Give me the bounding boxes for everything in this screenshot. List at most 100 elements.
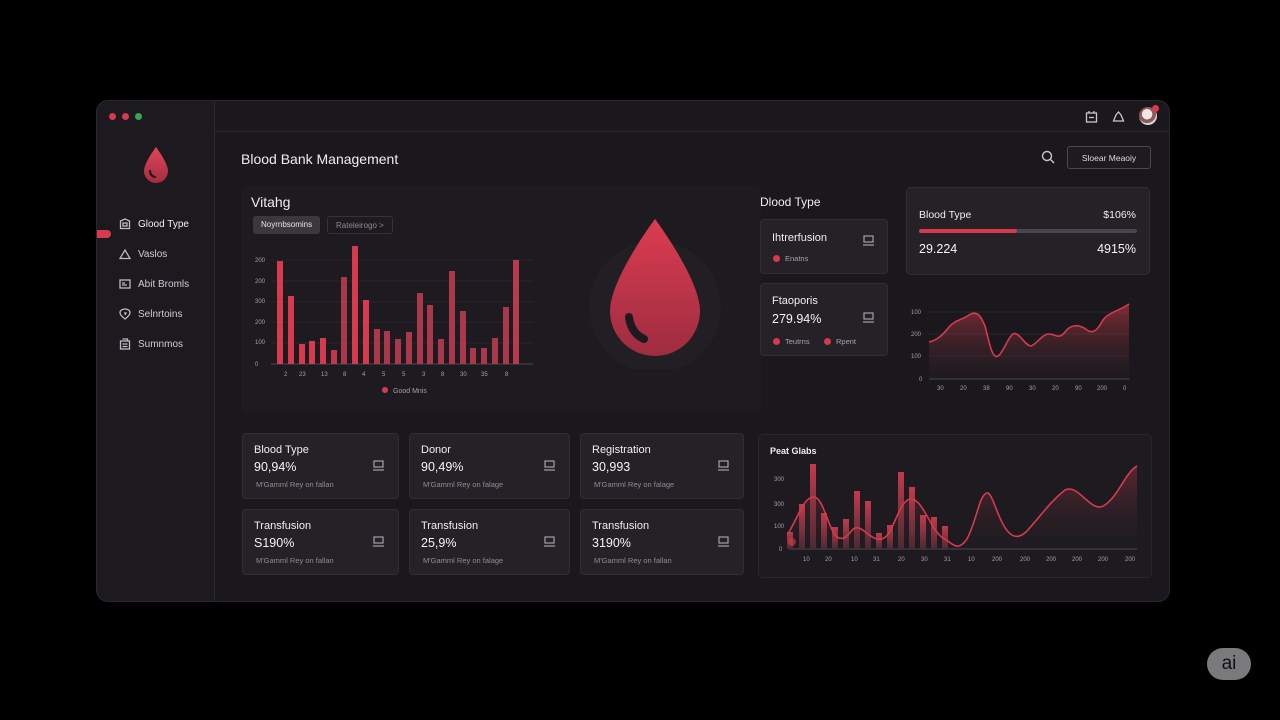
card-title: Transfusion [254, 520, 312, 532]
device-icon [373, 536, 384, 547]
card-subtitle: M'Gamml Rey on falage [423, 480, 504, 489]
svg-text:8: 8 [505, 372, 509, 378]
card-legend: Rpent [824, 337, 856, 346]
svg-text:100: 100 [774, 524, 785, 530]
svg-text:5: 5 [382, 372, 386, 378]
chart-legend-label: Good Mnis [393, 388, 427, 395]
svg-text:200: 200 [1020, 557, 1031, 563]
sidebar-item-sumnmos[interactable]: Sumnmos [97, 329, 215, 359]
card-value: 90,94% [254, 460, 297, 474]
svg-text:8: 8 [441, 372, 445, 378]
svg-text:13: 13 [321, 372, 328, 378]
clipboard-icon [119, 338, 131, 350]
sidebar-item-blood-type[interactable]: Glood Type [97, 209, 215, 239]
svg-text:100: 100 [911, 310, 922, 316]
svg-text:200: 200 [911, 332, 922, 338]
blood-type-progress-card: Blood Type $106% 29.224 4915% [906, 187, 1150, 275]
stat-card[interactable]: Transfusion 25,9% M'Gamml Rey on falage [409, 509, 570, 575]
export-icon[interactable] [1085, 110, 1098, 123]
stat-card[interactable]: Registration 30,993 M'Gamml Rey on falag… [580, 433, 744, 499]
svg-text:200: 200 [255, 320, 266, 326]
trend-area-chart: 100 200 100 0 30 20 38 90 30 20 90 200 0 [911, 303, 1130, 392]
card-top-value: $106% [1103, 209, 1136, 221]
svg-text:200: 200 [1098, 557, 1109, 563]
panel-title: Peat Glabs [770, 446, 817, 456]
svg-text:5: 5 [402, 372, 406, 378]
svg-text:100: 100 [255, 340, 266, 346]
progress-bar [919, 229, 1137, 233]
svg-text:300: 300 [774, 502, 785, 508]
svg-text:30: 30 [1029, 386, 1036, 392]
shield-icon [119, 308, 131, 320]
user-avatar[interactable] [1139, 105, 1159, 125]
bell-icon[interactable] [1112, 110, 1125, 123]
chevron-right-icon: > [379, 221, 384, 230]
svg-text:8: 8 [343, 372, 347, 378]
top-bar [215, 101, 1169, 132]
stat-card[interactable]: Blood Type 90,94% M'Gamml Rey on fallan [242, 433, 399, 499]
stat-card[interactable]: Donor 90,49% M'Gamml Rey on falage [409, 433, 570, 499]
card-subtitle: M'Gamml Rey on falage [423, 556, 504, 565]
svg-text:10: 10 [803, 557, 810, 563]
sidebar-item-abit-bromls[interactable]: Abit Bromls [97, 269, 215, 299]
svg-text:38: 38 [983, 386, 990, 392]
panel-title: Vitahg [251, 194, 291, 210]
page-title: Blood Bank Management [241, 151, 399, 167]
svg-text:35: 35 [481, 372, 488, 378]
minimize-window-button[interactable] [122, 113, 129, 120]
card-value: 3190% [592, 536, 631, 550]
svg-text:0: 0 [255, 362, 259, 368]
svg-text:31: 31 [944, 557, 951, 563]
sidebar-item-label: Vaslos [138, 248, 168, 260]
svg-text:30: 30 [460, 372, 467, 378]
svg-text:90: 90 [1075, 386, 1082, 392]
tab-active[interactable]: Noyrnbsomins [253, 216, 321, 234]
card-value: 29.224 [919, 242, 958, 256]
card-title: Blood Type [254, 444, 309, 456]
maximize-window-button[interactable] [135, 113, 142, 120]
search-icon[interactable] [1041, 150, 1055, 164]
ftaoporis-card[interactable]: Ftaoporis 279.94% Teutrns Rpent [760, 283, 888, 356]
vital-bar-chart: 0 100 200 300 200 200 [255, 246, 533, 395]
svg-text:200: 200 [1072, 557, 1083, 563]
svg-text:23: 23 [299, 372, 306, 378]
sidebar-item-vaslos[interactable]: Vaslos [97, 239, 215, 269]
card-title: Donor [421, 444, 451, 456]
svg-text:200: 200 [1046, 557, 1057, 563]
svg-text:3: 3 [422, 372, 426, 378]
blood-drop-logo-icon [144, 147, 168, 183]
stat-card[interactable]: Transfusion 3190% M'Gamml Rey on fallan [580, 509, 744, 575]
notification-badge [1152, 105, 1159, 112]
sidebar-nav: Glood Type Vaslos Abit Bromls Selnrtoins… [97, 209, 215, 359]
tab-label: Rateleirogo [336, 221, 377, 230]
svg-text:20: 20 [960, 386, 967, 392]
sidebar-item-label: Sumnmos [138, 338, 184, 350]
blood-drop-hero-icon [589, 219, 721, 369]
tab-inactive[interactable]: Rateleirogo > [327, 216, 393, 234]
svg-text:0: 0 [779, 547, 783, 553]
active-nav-indicator [97, 230, 111, 238]
interfusion-card[interactable]: Ihtrerfusion Enatns [760, 219, 888, 274]
id-card-icon [119, 218, 131, 230]
card-value: 25,9% [421, 536, 457, 550]
svg-text:200: 200 [255, 258, 266, 264]
card-title: Blood Type [919, 209, 972, 221]
svg-text:200: 200 [992, 557, 1003, 563]
device-icon [863, 235, 874, 246]
card-value: 30,993 [592, 460, 631, 474]
sidebar-item-selnrtoins[interactable]: Selnrtoins [97, 299, 215, 329]
device-icon [863, 312, 874, 323]
card-subtitle: M'Gamml Rey on fallan [256, 480, 334, 489]
svg-text:10: 10 [851, 557, 858, 563]
stat-card[interactable]: Transfusion S190% M'Gamml Rey on fallan [242, 509, 399, 575]
close-window-button[interactable] [109, 113, 116, 120]
svg-text:2: 2 [284, 372, 288, 378]
svg-text:300: 300 [255, 299, 266, 305]
search-button[interactable]: Sloear Meaoiy [1067, 146, 1151, 169]
device-icon [544, 460, 555, 471]
device-icon [373, 460, 384, 471]
svg-text:30: 30 [921, 557, 928, 563]
card-value: 279.94% [772, 312, 822, 326]
combo-bar-line-chart: 300 300 100 0 [774, 464, 1138, 563]
svg-text:10: 10 [968, 557, 975, 563]
